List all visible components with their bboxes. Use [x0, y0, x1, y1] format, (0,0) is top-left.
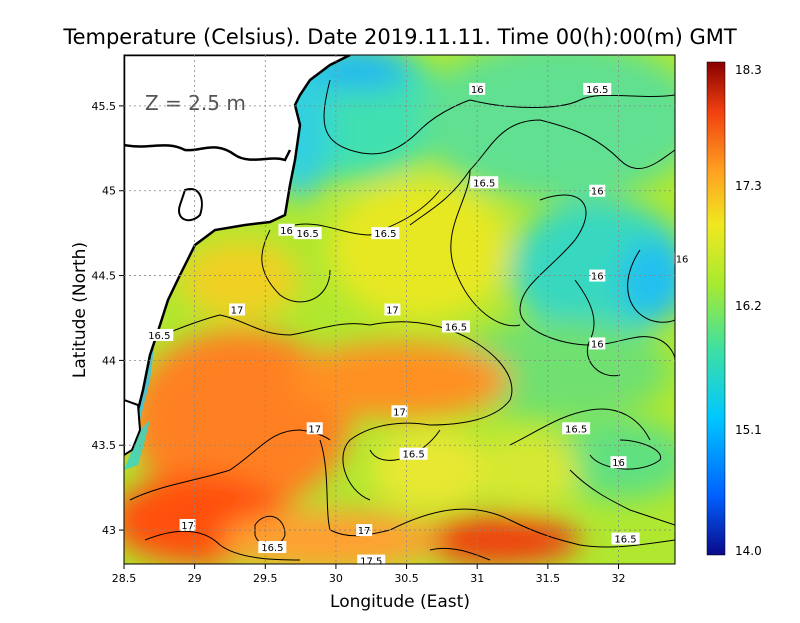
map-title: Temperature (Celsius). Date 2019.11.11. …	[62, 25, 737, 49]
contour-label-box	[589, 269, 606, 282]
contour-label: 17	[386, 306, 399, 317]
contour-label: 16	[591, 187, 604, 198]
contour-label-box	[562, 422, 591, 435]
contour-label: 17.5	[360, 557, 382, 568]
contour-label-box	[278, 223, 295, 236]
x-tick-label: 30.5	[394, 572, 419, 585]
contour-label: 16.5	[445, 322, 467, 333]
colorbar	[706, 61, 726, 556]
x-tick-label: 29	[188, 572, 202, 585]
contour-label-box	[293, 227, 322, 240]
graticule	[124, 55, 675, 564]
contour-label-box	[179, 518, 196, 531]
colorbar-labels: 18.3 17.3 16.2 15.1 14.0	[735, 63, 762, 558]
contour-label-box	[442, 320, 471, 333]
contour-label: 17	[358, 526, 371, 537]
contour-label-box	[583, 82, 612, 95]
y-tick-label: 44.5	[92, 270, 117, 283]
colorbar-label: 14.0	[735, 544, 762, 558]
contour-label: 16	[591, 272, 604, 283]
y-axis: 45.5 45 44.5 44 43.5 43	[92, 100, 124, 537]
contour-label-box	[610, 456, 627, 469]
y-tick-label: 44	[102, 354, 116, 367]
contour-label: 16	[676, 255, 689, 266]
colorbar-label: 18.3	[735, 63, 762, 77]
land-mask	[124, 55, 351, 457]
contour-label: 16.5	[473, 178, 495, 189]
contour-label-box	[145, 328, 174, 341]
contour-label: 16.5	[614, 535, 636, 546]
contour-label-box	[229, 303, 246, 316]
contour-label: 16.5	[374, 229, 396, 240]
x-tick-label: 31.5	[536, 572, 561, 585]
y-tick-label: 43	[102, 524, 116, 537]
contour-label: 17	[231, 306, 244, 317]
y-tick-label: 43.5	[92, 439, 117, 452]
x-tick-label: 28.5	[112, 572, 137, 585]
depth-label: Z = 2.5 m	[145, 91, 246, 115]
contour-label: 16	[591, 339, 604, 350]
contour-label: 17	[181, 521, 194, 532]
contour-label: 16.5	[261, 543, 283, 554]
y-tick-label: 45	[102, 185, 116, 198]
contour-label: 16.5	[586, 85, 608, 96]
contour-label: 16	[612, 458, 625, 469]
x-tick-label: 31	[470, 572, 484, 585]
contour-label-box	[469, 82, 486, 95]
contour-label-box	[589, 184, 606, 197]
contour-label-box	[674, 252, 691, 265]
contour-label: 16.5	[565, 424, 587, 435]
contour-label-box	[384, 303, 401, 316]
contour-label-box	[306, 422, 323, 435]
x-tick-label: 30	[329, 572, 343, 585]
x-axis-label: Longitude (East)	[330, 592, 470, 612]
x-axis: 28.5 29 29.5 30 30.5 31 31.5 32	[112, 564, 625, 585]
plot-frame	[123, 54, 676, 565]
contour-label-box	[589, 337, 606, 350]
contour-label: 16.5	[297, 229, 319, 240]
contour-label: 17	[393, 407, 406, 418]
x-tick-label: 29.5	[253, 572, 278, 585]
contour-label-box	[371, 227, 400, 240]
y-tick-label: 45.5	[92, 100, 117, 113]
contour-label: 16.5	[148, 331, 170, 342]
contour-label: 17	[308, 424, 321, 435]
x-tick-label: 32	[611, 572, 625, 585]
y-axis-label: Latitude (North)	[70, 242, 90, 378]
contour-label-box	[391, 405, 408, 418]
colorbar-label: 15.1	[735, 423, 762, 437]
colorbar-label: 16.2	[735, 299, 762, 313]
contour-label: 16.5	[402, 450, 424, 461]
colorbar-label: 17.3	[735, 179, 762, 193]
contour-label: 16	[280, 226, 293, 237]
